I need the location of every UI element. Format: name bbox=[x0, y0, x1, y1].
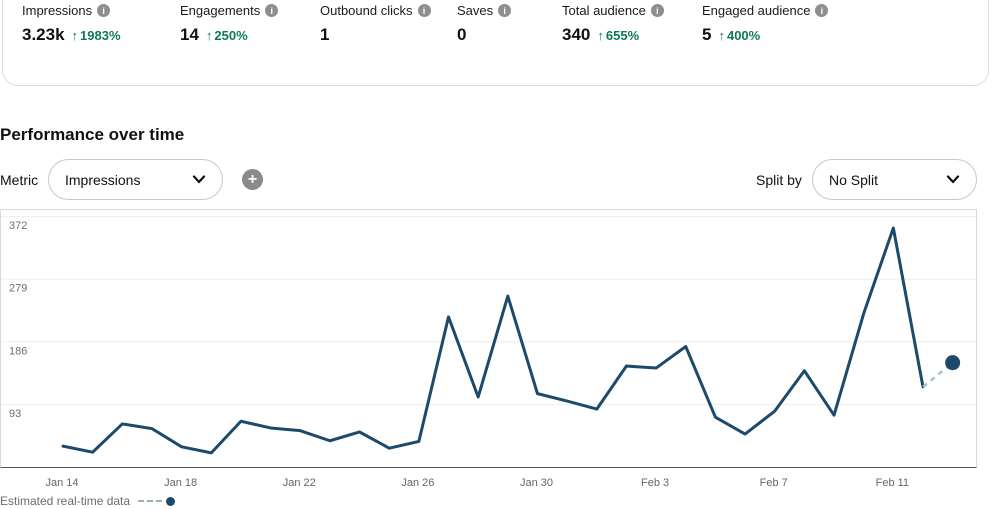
x-tick-label: Feb 7 bbox=[759, 477, 788, 489]
metric-value: 5 bbox=[702, 25, 712, 44]
metric-total-audience: Total audience i 340 ↑ 655% bbox=[562, 3, 664, 45]
metric-engaged-audience: Engaged audience i 5 ↑ 400% bbox=[702, 3, 829, 45]
estimated-point-icon bbox=[166, 496, 176, 506]
y-tick-label: 186 bbox=[9, 345, 27, 357]
info-icon[interactable]: i bbox=[650, 4, 664, 17]
info-icon[interactable]: i bbox=[417, 4, 431, 17]
split-by-dropdown-value: No Split bbox=[829, 171, 879, 188]
metric-label: Saves bbox=[457, 3, 494, 18]
x-tick-label: Jan 14 bbox=[45, 477, 79, 489]
metric-dropdown-value: Impressions bbox=[65, 171, 141, 188]
up-arrow-icon: ↑ bbox=[205, 28, 213, 43]
metric-label: Engaged audience bbox=[702, 3, 811, 18]
estimated-point bbox=[945, 355, 961, 371]
info-icon[interactable]: i bbox=[265, 4, 279, 17]
metric-value: 1 bbox=[320, 25, 330, 44]
info-icon[interactable]: i bbox=[498, 4, 512, 17]
dashed-line-icon bbox=[138, 500, 163, 502]
metric-outbound-clicks: Outbound clicks i 1 bbox=[320, 3, 431, 45]
split-by-dropdown[interactable]: No Split bbox=[812, 159, 977, 200]
y-tick-label: 372 bbox=[9, 220, 27, 232]
metric-value: 340 bbox=[562, 25, 591, 44]
x-tick-label: Jan 22 bbox=[282, 477, 316, 489]
metric-delta: ↑ 655% bbox=[597, 28, 640, 43]
metric-delta: ↑ 400% bbox=[718, 28, 761, 43]
up-arrow-icon: ↑ bbox=[597, 28, 604, 43]
chevron-down-icon bbox=[192, 175, 206, 184]
add-metric-button[interactable]: + bbox=[242, 169, 263, 190]
summary-card: Impressions i 3.23k ↑ 1983% Engagements i… bbox=[2, 0, 989, 86]
page-title: Performance over time bbox=[0, 125, 185, 144]
metric-engagements: Engagements i 14 ↑ 250% bbox=[180, 3, 279, 45]
metric-label: Outbound clicks bbox=[320, 3, 413, 18]
metric-label: Impressions bbox=[22, 3, 93, 18]
split-by-label: Split by bbox=[756, 172, 802, 188]
metric-value: 0 bbox=[457, 25, 467, 44]
x-tick-label: Feb 3 bbox=[641, 477, 670, 489]
info-icon[interactable]: i bbox=[815, 4, 829, 17]
impressions-line bbox=[61, 226, 925, 455]
x-tick-label: Jan 26 bbox=[401, 477, 435, 489]
chevron-down-icon bbox=[946, 175, 960, 184]
metric-saves: Saves i 0 bbox=[457, 3, 512, 45]
info-icon[interactable]: i bbox=[97, 4, 111, 17]
x-tick-label: Jan 18 bbox=[164, 477, 198, 489]
line-chart-canvas: 93 186 279 372 bbox=[1, 216, 976, 455]
metric-delta: ↑ 1983% bbox=[71, 28, 121, 43]
estimated-data-label: Estimated real-time data bbox=[0, 494, 131, 508]
y-tick-label: 93 bbox=[9, 408, 21, 420]
estimated-data-legend: Estimated real-time data bbox=[0, 494, 176, 508]
metric-delta: ↑ 250% bbox=[205, 28, 248, 43]
metric-impressions: Impressions i 3.23k ↑ 1983% bbox=[22, 3, 121, 45]
metric-label: Total audience bbox=[562, 3, 646, 18]
metric-dropdown[interactable]: Impressions bbox=[48, 159, 223, 200]
x-axis-ticks: Jan 14 Jan 18 Jan 22 Jan 26 Jan 30 Feb 3 Feb 7… bbox=[0, 477, 977, 491]
up-arrow-icon: ↑ bbox=[718, 28, 725, 43]
metric-dropdown-label: Metric bbox=[0, 172, 39, 188]
y-tick-label: 279 bbox=[9, 283, 27, 295]
x-tick-label: Jan 30 bbox=[519, 477, 553, 489]
metric-value: 3.23k bbox=[22, 25, 65, 44]
metric-value: 14 bbox=[180, 25, 199, 44]
metric-label: Engagements bbox=[180, 3, 261, 18]
performance-chart: 93 186 279 372 bbox=[0, 209, 977, 468]
x-tick-label: Feb 11 bbox=[875, 477, 910, 489]
up-arrow-icon: ↑ bbox=[71, 28, 79, 43]
